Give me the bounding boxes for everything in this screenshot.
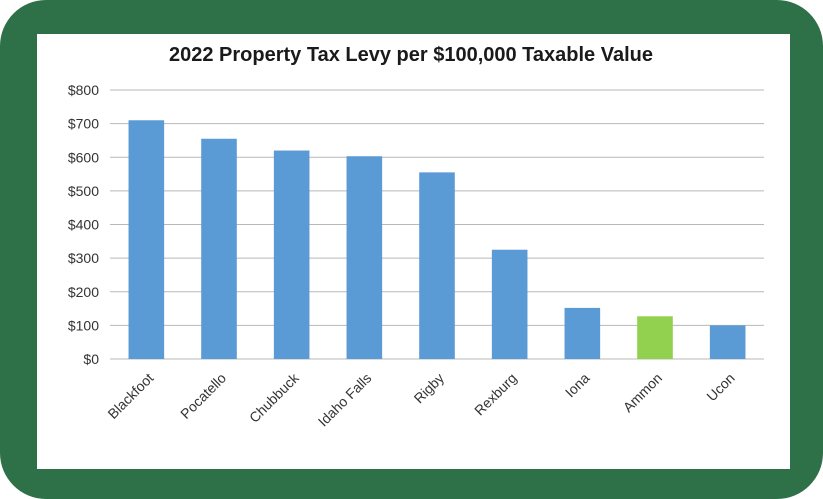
- y-axis-ticks: $0 $100 $200 $300 $400 $500 $600 $700 $800: [68, 82, 99, 367]
- bar-chubbuck: [273, 150, 310, 359]
- bar-rigby: [419, 172, 455, 359]
- y-tick-label: $300: [68, 250, 99, 266]
- bar-rexburg: [491, 249, 528, 359]
- x-tick-label: Iona: [562, 370, 593, 401]
- bars: [128, 120, 746, 359]
- y-tick-label: $100: [68, 317, 99, 333]
- bar-chart: 2022 Property Tax Levy per $100,000 Taxa…: [68, 44, 764, 430]
- x-tick-label: Ammon: [620, 370, 665, 415]
- bar-ucon: [709, 325, 746, 359]
- bar-ammon: [637, 316, 673, 359]
- bar-iona: [564, 307, 601, 359]
- x-tick-label: Idaho Falls: [315, 370, 375, 430]
- x-tick-label: Chubbuck: [246, 369, 303, 426]
- bar-pocatello: [201, 138, 237, 359]
- x-axis-ticks: Blackfoot Pocatello Chubbuck Idaho Falls Rig…: [104, 369, 737, 429]
- y-tick-label: $200: [68, 284, 99, 300]
- x-tick-label: Rigby: [410, 370, 447, 407]
- x-tick-label: Pocatello: [177, 370, 229, 422]
- x-tick-label: Blackfoot: [104, 370, 156, 422]
- y-tick-label: $700: [68, 116, 99, 132]
- y-tick-label: $0: [83, 351, 99, 367]
- bar-idaho-falls: [346, 156, 383, 359]
- bar-blackfoot: [128, 120, 165, 359]
- x-tick-label: Rexburg: [471, 370, 520, 419]
- y-tick-label: $800: [68, 82, 99, 98]
- chart-card: 2022 Property Tax Levy per $100,000 Taxa…: [37, 34, 790, 469]
- y-tick-label: $600: [68, 149, 99, 165]
- chart-title: 2022 Property Tax Levy per $100,000 Taxa…: [169, 44, 653, 66]
- y-tick-label: $500: [68, 183, 99, 199]
- y-tick-label: $400: [68, 217, 99, 233]
- x-tick-label: Ucon: [703, 370, 737, 404]
